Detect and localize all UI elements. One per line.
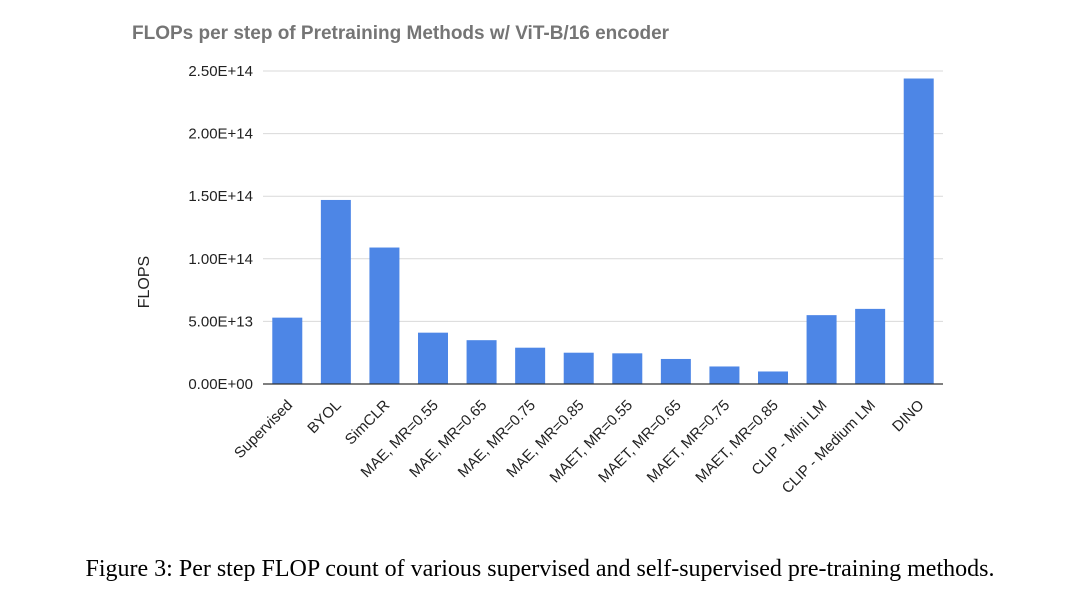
bar — [612, 353, 643, 384]
bars — [272, 78, 934, 385]
y-tick-label: 2.00E+14 — [188, 126, 253, 143]
x-tick-label: MAET, MR=0.65 — [595, 397, 685, 487]
bar — [272, 317, 303, 384]
x-tick-label: CLIP - Medium LM — [779, 397, 879, 497]
figure-caption: Figure 3: Per step FLOP count of various… — [85, 556, 995, 582]
y-tick-label: 5.00E+13 — [188, 313, 253, 330]
bar — [320, 199, 351, 384]
x-tick-label: MAET, MR=0.85 — [692, 397, 782, 487]
bar — [709, 366, 740, 384]
bar — [855, 308, 886, 384]
bar — [660, 358, 691, 384]
bar — [563, 352, 594, 384]
x-tick-label: BYOL — [304, 397, 344, 437]
y-tick-label: 0.00E+00 — [188, 376, 253, 393]
x-tick-label: DINO — [889, 397, 928, 436]
x-tick-label: MAET, MR=0.55 — [547, 397, 637, 487]
chart-title: FLOPs per step of Pretraining Methods w/… — [132, 23, 670, 44]
y-axis-ticks: 0.00E+00 5.00E+13 1.00E+14 1.50E+14 2.00E+14… — [188, 63, 253, 393]
x-tick-label: Supervised — [231, 397, 296, 462]
bar — [369, 247, 400, 384]
y-tick-label: 2.50E+14 — [188, 63, 253, 80]
bar — [418, 332, 448, 384]
bar — [515, 347, 546, 384]
y-tick-label: 1.00E+14 — [188, 251, 253, 268]
y-axis-label: FLOPS — [136, 256, 153, 308]
bar — [758, 371, 788, 384]
bar — [806, 315, 837, 384]
gridlines — [263, 70, 943, 322]
bar — [466, 340, 497, 384]
x-tick-label: MAET, MR=0.75 — [644, 397, 734, 487]
y-tick-label: 1.50E+14 — [188, 188, 253, 205]
bar — [903, 78, 934, 385]
